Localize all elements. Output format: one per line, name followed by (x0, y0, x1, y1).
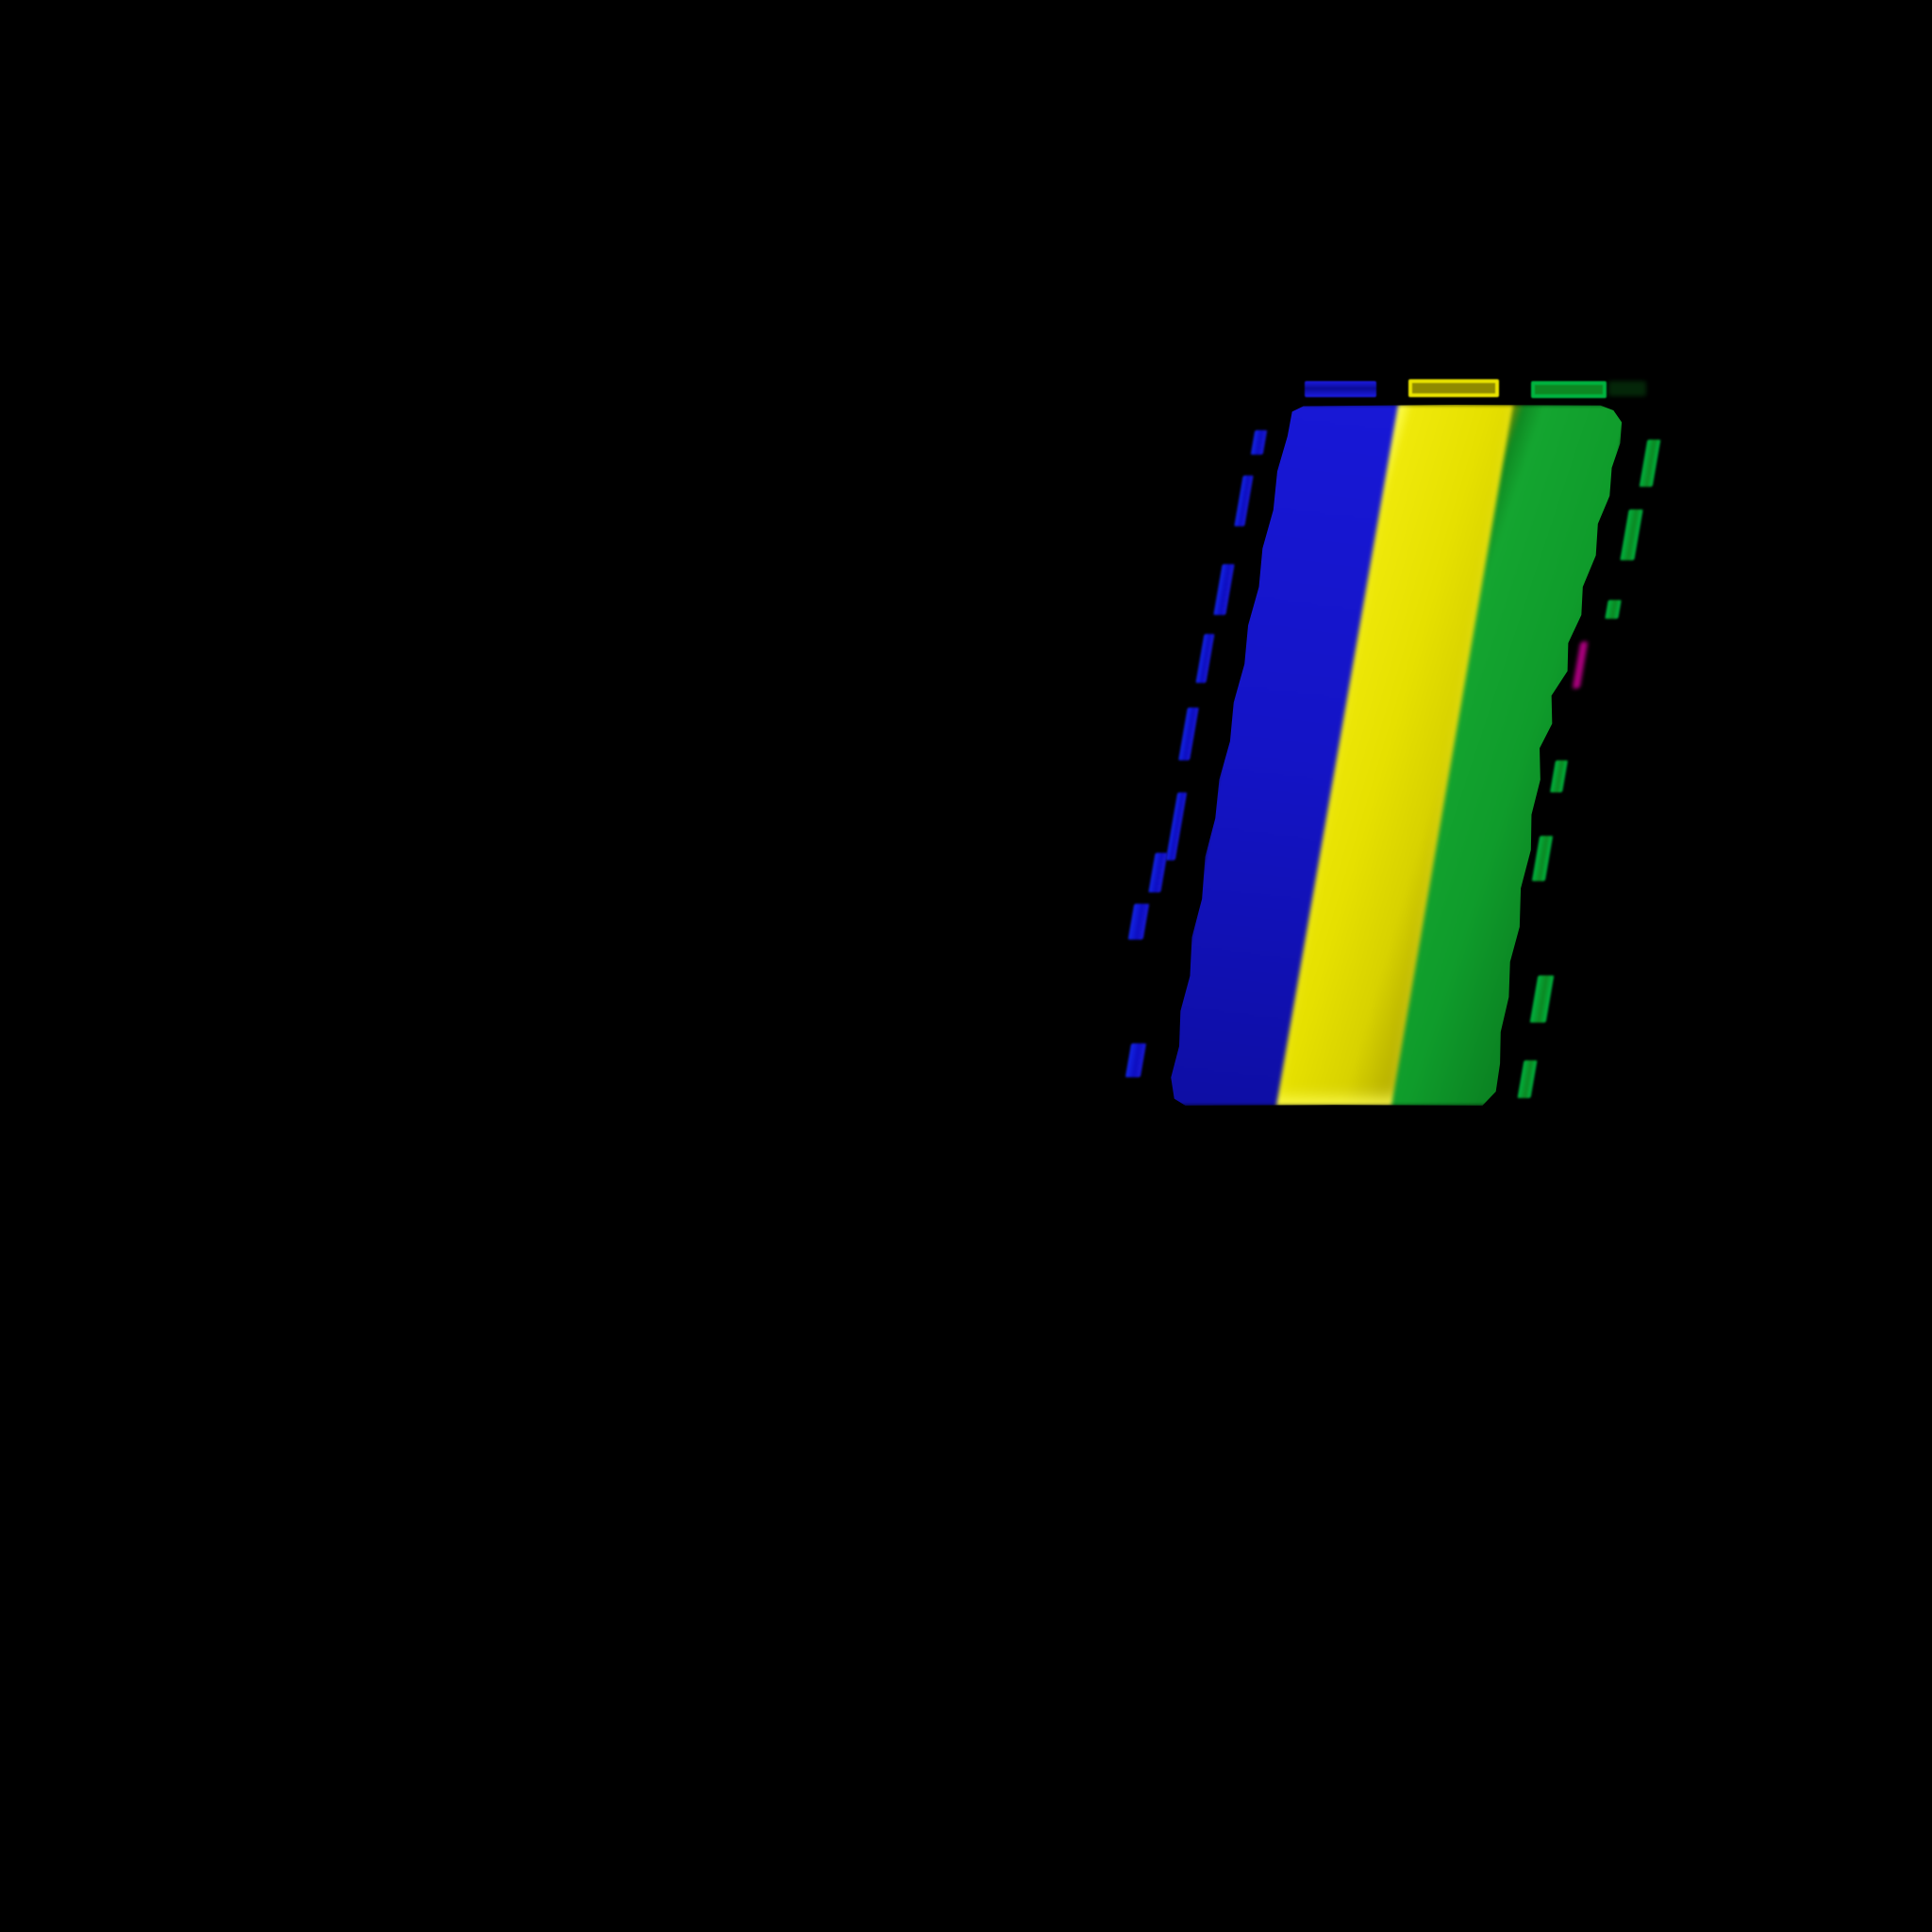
striped-flag-logo (1161, 405, 1628, 1106)
blue-top-dash (1305, 381, 1376, 397)
blue-motion-dash (1165, 792, 1188, 860)
green-motion-dash (1529, 975, 1555, 1023)
green-motion-dash (1605, 600, 1622, 619)
blue-motion-dash (1213, 564, 1235, 615)
green-motion-dash (1620, 509, 1643, 560)
green-motion-dash (1531, 836, 1554, 881)
blue-motion-dash (1124, 1043, 1147, 1077)
green-motion-dash (1517, 1060, 1538, 1098)
ghost-green-dash (1608, 381, 1646, 396)
green-top-dash (1531, 381, 1607, 398)
blue-motion-dash (1195, 634, 1215, 683)
blue-motion-dash (1148, 853, 1168, 892)
green-motion-dash (1639, 440, 1661, 487)
magenta-artifact-spot (1572, 641, 1589, 689)
blue-motion-dash (1234, 475, 1254, 526)
blue-motion-dash (1250, 430, 1268, 455)
blue-motion-dash (1178, 708, 1199, 760)
yellow-top-dash (1408, 379, 1499, 397)
green-motion-dash (1550, 760, 1568, 792)
blue-motion-dash (1127, 904, 1150, 940)
